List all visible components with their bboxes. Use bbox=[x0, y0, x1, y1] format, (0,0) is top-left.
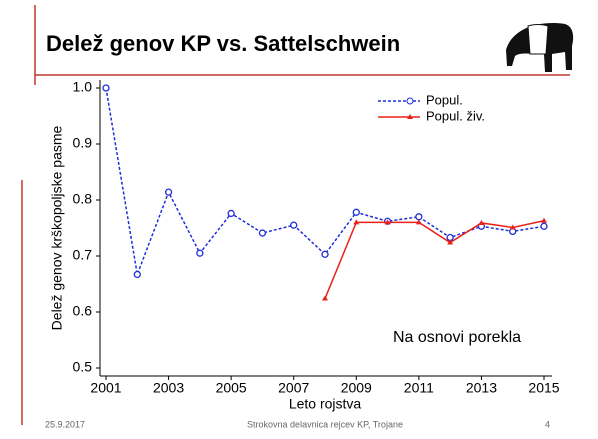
legend-label: Popul. živ. bbox=[426, 108, 485, 123]
y-axis-title: Delež genov krškopoljske pasme bbox=[49, 125, 65, 330]
x-axis-title: Leto rojstva bbox=[289, 396, 362, 412]
point bbox=[134, 271, 140, 277]
x-tick-label: 2007 bbox=[278, 380, 309, 396]
annotation: Na osnovi porekla bbox=[393, 329, 521, 346]
legend-marker bbox=[407, 98, 413, 104]
point bbox=[197, 250, 203, 256]
x-tick-label: 2011 bbox=[404, 380, 434, 396]
point bbox=[541, 223, 547, 229]
point bbox=[103, 85, 109, 91]
footer-page: 4 bbox=[545, 419, 550, 429]
footer-date: 25.9.2017 bbox=[45, 419, 85, 429]
point bbox=[228, 210, 234, 216]
legend-symbol bbox=[407, 98, 413, 104]
x-tick-label: 2013 bbox=[466, 380, 497, 396]
x-tick-label: 2003 bbox=[153, 380, 184, 396]
x-tick-label: 2001 bbox=[90, 380, 121, 396]
point bbox=[291, 222, 297, 228]
x-tick-label: 2005 bbox=[216, 380, 247, 396]
y-tick-label: 0.6 bbox=[73, 303, 93, 319]
point bbox=[416, 214, 422, 220]
slide: Delež genov KP vs. Sattelschwein 25.9.20… bbox=[0, 0, 598, 439]
y-tick-label: 0.5 bbox=[73, 359, 93, 375]
point bbox=[322, 251, 328, 257]
footer-event: Strokovna delavnica rejcev KP, Trojane bbox=[247, 419, 403, 429]
y-tick-label: 0.7 bbox=[73, 247, 93, 263]
point bbox=[353, 209, 359, 215]
legend-label: Popul. bbox=[426, 92, 463, 107]
y-tick-label: 0.8 bbox=[73, 191, 93, 207]
point bbox=[166, 189, 172, 195]
slide-title: Delež genov KP vs. Sattelschwein bbox=[46, 31, 400, 56]
x-tick-label: 2015 bbox=[528, 380, 559, 396]
point bbox=[259, 230, 265, 236]
x-tick-label: 2009 bbox=[341, 380, 372, 396]
y-tick-label: 0.9 bbox=[73, 135, 93, 151]
y-tick-label: 1.0 bbox=[73, 79, 93, 95]
